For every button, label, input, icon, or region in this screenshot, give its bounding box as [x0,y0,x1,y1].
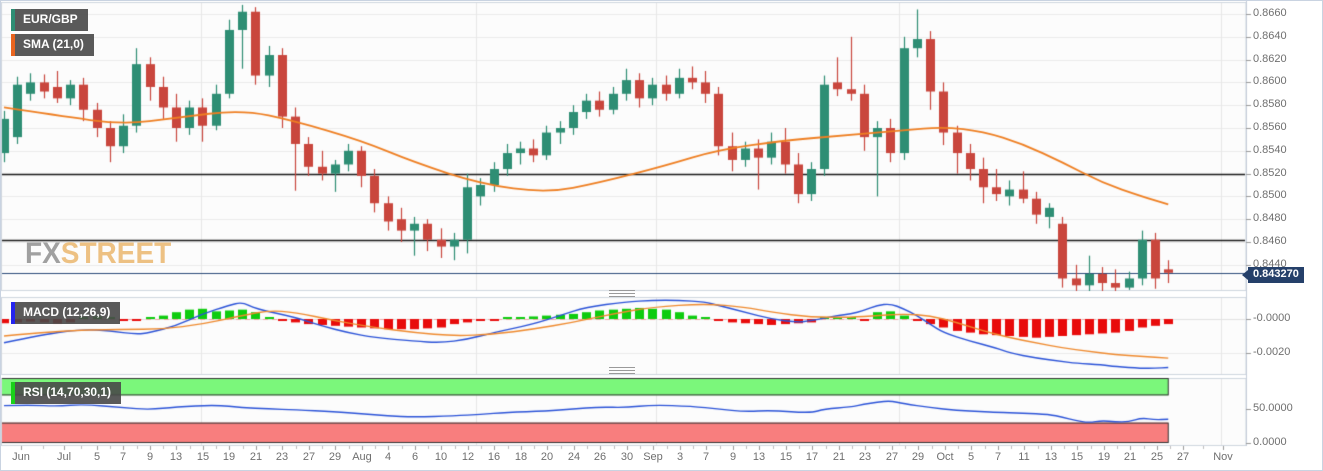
date-label: 15 [1070,451,1084,463]
rsi-indicator-pill[interactable]: RSI (14,70,30,1) [11,382,122,404]
date-label: 30 [620,451,634,463]
date-label: Jun [12,451,30,463]
date-label: 23 [858,451,872,463]
price-axis-label: 0.8520 [1253,167,1287,179]
date-label: 27 [885,451,899,463]
date-label: Oct [936,451,954,463]
date-label: 19 [222,451,236,463]
date-label: 19 [1097,451,1111,463]
date-label: 23 [275,451,289,463]
date-label: 7 [702,451,710,463]
date-label: 24 [567,451,581,463]
price-axis-label: 0.8600 [1253,75,1287,87]
macd-axis-label: -0.0000 [1253,312,1291,324]
date-label: 6 [411,451,419,463]
price-axis-label: 0.8580 [1253,98,1287,110]
symbol-label-pill[interactable]: EUR/GBP [11,9,88,31]
price-axis-label: 0.8500 [1253,189,1287,201]
date-label: 20 [540,451,554,463]
price-axis-label: 0.8640 [1253,30,1287,42]
price-axis-label: 0.8460 [1253,235,1287,247]
rsi-axis-label: 50.0000 [1253,402,1293,414]
date-label: 12 [461,451,475,463]
macd-axis-label: -0.0020 [1253,346,1291,358]
date-label: 3 [676,451,684,463]
panel-resize-grip-rsi[interactable] [609,367,635,374]
macd-indicator-label: MACD (12,26,9) [23,305,111,319]
date-label: 18 [514,451,528,463]
price-axis-label: 0.8660 [1253,7,1287,19]
date-label: 5 [93,451,101,463]
macd-indicator-pill[interactable]: MACD (12,26,9) [11,302,121,324]
date-label: 17 [805,451,819,463]
watermark-fx: FX [25,236,61,270]
date-label: 9 [146,451,154,463]
date-label: 13 [752,451,766,463]
date-label: 11 [1018,451,1030,463]
date-label: 16 [487,451,501,463]
symbol-label: EUR/GBP [23,12,78,26]
date-label: 7 [119,451,127,463]
date-label: Jul [56,451,72,463]
price-axis-label: 0.8620 [1253,53,1287,65]
date-label: 25 [1150,451,1164,463]
date-label: 13 [1044,451,1058,463]
date-label: 5 [967,451,975,463]
date-label: 13 [169,451,183,463]
fxstreet-watermark: FXSTREET [25,236,172,270]
date-label: 4 [384,451,392,463]
date-label: Nov [1213,451,1233,463]
panel-resize-grip-macd[interactable] [609,290,635,297]
date-label: 26 [593,451,607,463]
date-label: 7 [994,451,1002,463]
date-label: 9 [729,451,737,463]
sma-indicator-pill[interactable]: SMA (21,0) [11,34,94,56]
date-label: 15 [779,451,793,463]
date-label: 27 [302,451,316,463]
current-price-badge: 0.843270 [1242,267,1304,283]
date-label: Sep [643,451,663,463]
price-axis-label: 0.8480 [1253,212,1287,224]
rsi-axis-label: 0.0000 [1253,436,1287,448]
date-label: Aug [352,451,372,463]
watermark-street: STREET [60,236,172,270]
date-label: 10 [434,451,448,463]
date-label: 29 [328,451,342,463]
sma-indicator-label: SMA (21,0) [23,37,84,51]
rsi-indicator-label: RSI (14,70,30,1) [23,385,112,399]
date-label: 29 [911,451,925,463]
price-axis-label: 0.8540 [1253,144,1287,156]
date-label: 21 [832,451,846,463]
date-label: 15 [196,451,210,463]
date-label: 27 [1176,451,1190,463]
date-label: 21 [1123,451,1137,463]
date-label: 21 [249,451,263,463]
price-axis-label: 0.8560 [1253,121,1287,133]
